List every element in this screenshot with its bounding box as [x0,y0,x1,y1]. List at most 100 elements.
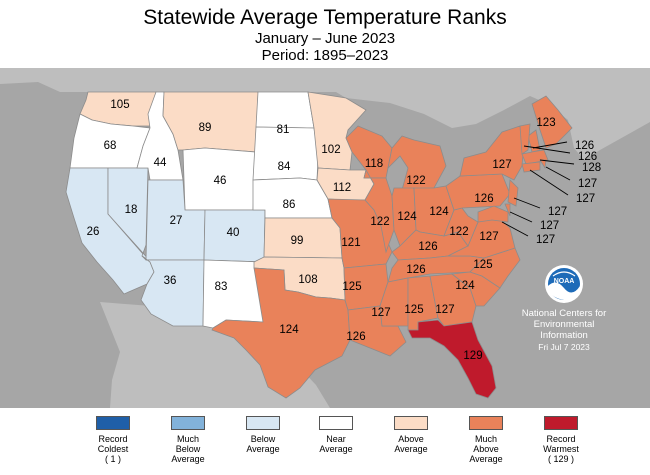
rank-label-mo: 121 [341,237,360,249]
legend-swatch-above [394,416,428,430]
leader-line-ri [545,166,571,181]
rank-label-ky: 126 [418,241,437,253]
rank-label-de: 127 [540,220,559,232]
rank-labels-layer: 105 68 26 18 44 89 46 27 36 40 83 81 84 86 99 108 124 102… [87,99,602,362]
rank-label-nv: 18 [125,204,138,216]
rank-label-nm: 83 [215,281,228,293]
us-temperature-map: 105 68 26 18 44 89 46 27 36 40 83 81 84 86 99 108 124 102… [0,68,650,408]
rank-label-al: 125 [404,304,423,316]
legend-swatch-record-warmest [544,416,578,430]
map-title: Statewide Average Temperature Ranks [143,6,507,29]
rank-label-me: 123 [536,117,555,129]
leader-line-vt [523,145,571,154]
rank-label-mi: 122 [406,175,425,187]
rank-label-ma: 128 [582,162,601,174]
legend-item-below: Below Average [228,416,298,454]
rank-label-in: 124 [397,211,417,223]
state-tx [211,267,351,399]
rank-label-oh: 124 [429,206,449,218]
title-block: Statewide Average Temperature Ranks Janu… [0,6,650,64]
legend-label-much-below: Much Below Average [171,434,205,464]
legend-label-much-above: Much Above Average [469,434,503,464]
legend-label-near: Near Average [319,434,353,454]
rank-label-ar: 125 [342,281,361,293]
rank-label-tx: 124 [279,324,299,336]
rank-label-ut: 27 [170,215,183,227]
legend-item-record-coldest: Record Coldest ( 1 ) [78,416,148,464]
agency-name-line2: Environmental [533,319,595,330]
issue-date: Fri Jul 7 2023 [538,342,590,352]
noaa-logo-text: NOAA [554,278,575,285]
leader-line-ct [529,169,569,196]
rank-label-mt: 89 [199,122,212,134]
rank-label-ny: 127 [492,159,511,171]
rank-label-la: 126 [346,331,365,343]
rank-label-sc: 124 [455,280,475,292]
rank-label-nj: 127 [548,206,567,218]
rank-label-ms: 127 [371,307,390,319]
rank-label-mn: 102 [321,144,340,156]
rank-label-pa: 126 [474,193,493,205]
state-me [531,95,573,149]
rank-label-nc: 125 [473,259,492,271]
rank-label-ok: 108 [298,274,317,286]
legend-label-above: Above Average [394,434,428,454]
agency-name-line1: National Centers for [521,308,607,319]
rank-label-sd: 84 [278,161,291,173]
leader-line-nh [532,141,568,149]
legend-item-much-above: Much Above Average [451,416,521,464]
rank-label-id: 44 [154,157,167,169]
rank-label-ks: 99 [291,235,304,247]
map-period: Period: 1895–2023 [261,47,389,64]
legend-item-record-warmest: Record Warmest ( 129 ) [526,416,596,464]
rank-label-wi: 118 [365,158,383,170]
rank-label-tn: 126 [406,264,425,276]
rank-label-ct: 127 [576,193,595,205]
leader-line-nj [513,197,541,209]
state-md [477,205,509,223]
rank-label-fl: 129 [463,350,482,362]
rank-label-ca: 26 [87,226,100,238]
leader-line-ma [539,159,575,165]
rank-label-wa: 105 [110,99,129,111]
rank-label-co: 40 [227,227,240,239]
legend-swatch-below [246,416,280,430]
legend-item-much-below: Much Below Average [153,416,223,464]
noaa-logo-icon: NOAA [545,265,583,303]
rank-label-wv: 122 [449,226,468,238]
legend-label-record-warmest: Record Warmest ( 129 ) [543,434,579,464]
rank-label-wy: 46 [214,175,227,187]
rank-label-ia: 112 [333,182,351,194]
canada-landmass [0,68,650,160]
legend-swatch-record-coldest [96,416,130,430]
leader-line-de [509,211,533,223]
state-nd [255,91,315,129]
legend-label-below: Below Average [246,434,280,454]
rank-label-az: 36 [164,275,177,287]
agency-name-line3: Information [540,330,588,341]
rank-label-vt: 126 [578,151,597,163]
states-layer [65,91,573,399]
state-fl [407,319,497,399]
state-de [504,203,511,217]
legend-item-above: Above Average [376,416,446,454]
rank-label-nh: 126 [575,140,594,152]
state-nj [507,179,519,207]
legend: Record Coldest ( 1 ) Much Below Average Be… [0,416,650,475]
rank-label-ri: 127 [578,178,597,190]
state-il [363,168,395,254]
rank-label-ne: 86 [283,199,296,211]
legend-swatch-much-below [171,416,205,430]
legend-swatch-much-above [469,416,503,430]
rank-label-md: 127 [536,234,555,246]
rank-label-ga: 127 [435,304,454,316]
map-area: 105 68 26 18 44 89 46 27 36 40 83 81 84 86 99 108 124 102… [0,68,650,408]
legend-item-near: Near Average [301,416,371,454]
state-ct [521,161,541,173]
map-subtitle: January – June 2023 [254,30,396,47]
rank-label-va: 127 [479,231,498,243]
legend-label-record-coldest: Record Coldest ( 1 ) [97,434,129,464]
rank-label-il: 122 [370,216,389,228]
rank-label-or: 68 [104,140,117,152]
leader-line-md [501,221,529,237]
